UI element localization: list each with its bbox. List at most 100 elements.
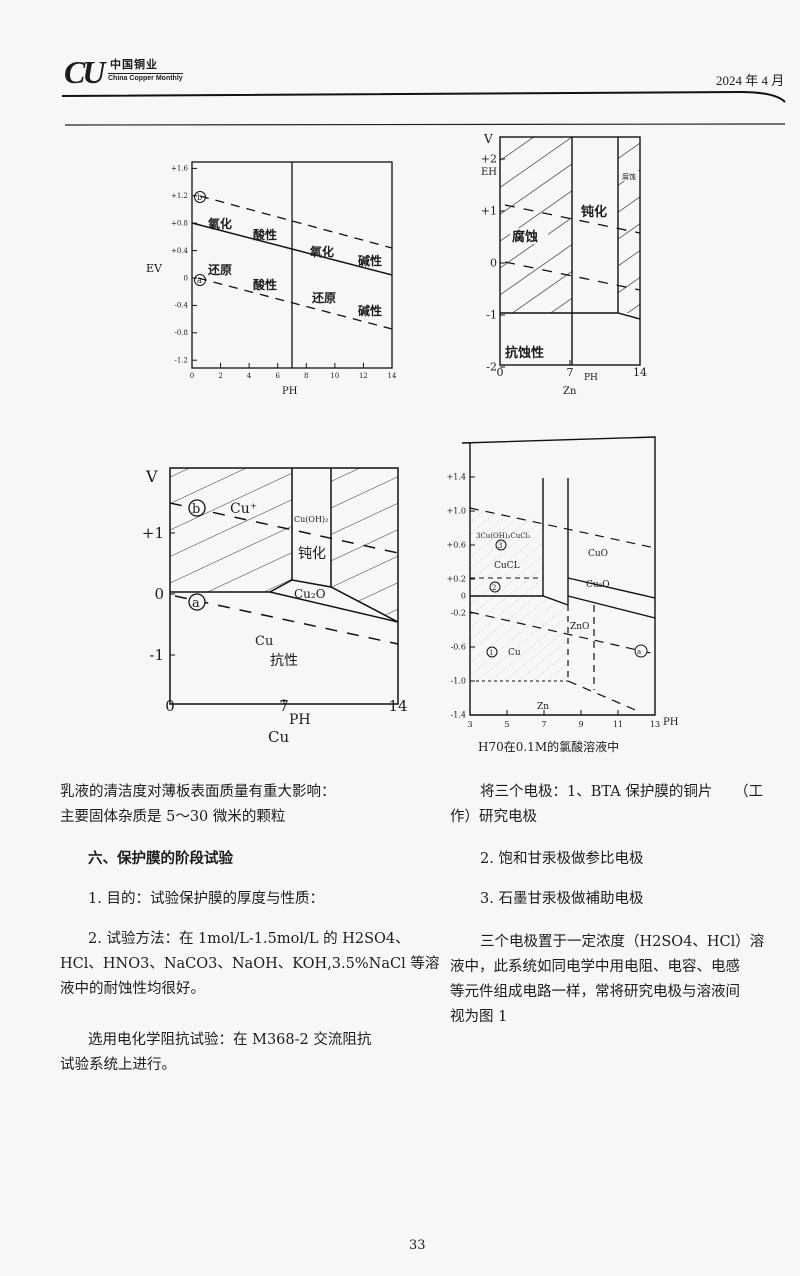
marker-a: a xyxy=(197,276,202,285)
label-passivation: 钝化 xyxy=(298,546,326,562)
paragraph: 将三个电极：1、BTA 保护膜的铜片 （工 作）研究电极 xyxy=(450,780,763,830)
y-tick-label: +0.6 xyxy=(447,541,466,550)
x-tick-label: 9 xyxy=(578,720,583,729)
text-line: 等元件组成电路一样，常将研究电极与溶液间 xyxy=(450,984,740,1000)
paragraph: 2. 饱和甘汞极做参比电极 xyxy=(480,847,643,872)
x-tick-label: 7 xyxy=(567,366,574,379)
x-tick-label: 0 xyxy=(190,372,194,380)
y-tick-label: -0.4 xyxy=(175,302,189,310)
section-heading: 六、保护膜的阶段试验 xyxy=(88,847,233,872)
x-tick-label: 4 xyxy=(247,372,252,380)
text-line: 将三个电极：1、BTA 保护膜的铜片 （工 xyxy=(480,784,764,800)
y-tick-label: 0 xyxy=(490,257,497,270)
y-tick-label: +1 xyxy=(142,524,164,542)
x-tick-label: 11 xyxy=(613,720,623,729)
label-passivation: 钝化 xyxy=(581,204,607,220)
element-label: Cu xyxy=(268,728,289,746)
header-rule-secondary xyxy=(64,123,786,126)
figure-2-zinc-pourbaix-diagram: 腐蚀 钝化 腐蚀 抗蚀性 V EH PH Zn +2+10-1-2 0 7 14 xyxy=(481,132,647,397)
label-cu: Cu xyxy=(508,648,521,658)
y-axis-label: EV xyxy=(146,262,163,275)
figure-4-h70-pourbaix-diagram: 3 2 1 a 3Cu(OH)₂CuCl₂ CuCL Cu CuO Cu₂O Z… xyxy=(447,436,679,754)
label-basic: 碱性 xyxy=(358,253,382,268)
region-3-marker: 3 xyxy=(498,542,502,550)
text-line: 液中的耐蚀性均很好。 xyxy=(60,981,205,997)
x-tick-label: 5 xyxy=(504,720,509,729)
y-tick-label: +1.0 xyxy=(447,507,466,516)
paragraph: 3. 石墨甘汞极做補助电极 xyxy=(480,887,643,912)
heading-text: 六、保护膜的阶段试验 xyxy=(88,850,233,867)
y-tick-label: -1 xyxy=(149,646,164,664)
y-tick-label: -2 xyxy=(486,361,497,374)
label-zn: Zn xyxy=(537,702,549,712)
paragraph: 三个电极置于一定浓度（H2SO4、HCl）溶 液中，此系统如同电学中用电阻、电容… xyxy=(450,930,764,1030)
label-cu2o: Cu₂O xyxy=(586,580,610,590)
label-basic: 碱性 xyxy=(358,303,382,318)
y-tick-label: +1.6 xyxy=(171,165,189,173)
label-cucl: CuCL xyxy=(494,561,520,571)
y-tick-label: 0 xyxy=(461,592,466,601)
y-tick-label: -1.2 xyxy=(175,357,189,365)
y-tick-label: +1.4 xyxy=(447,473,466,482)
text-line: 视为图 1 xyxy=(450,1009,508,1025)
label-cu2o: Cu₂O xyxy=(294,587,326,601)
text-line: 作）研究电极 xyxy=(450,809,537,825)
header-rule xyxy=(61,90,786,103)
figure-1-ph-potential-diagram: b a 氧化 酸性 氧化 碱性 还原 酸性 还原 碱性 EV PH +1.6 +1… xyxy=(146,161,397,397)
x-tick-label: 7 xyxy=(279,697,289,715)
x-tick-label: 14 xyxy=(633,366,647,379)
y-tick-label: 0 xyxy=(154,585,164,603)
y-tick-label: +0.2 xyxy=(447,575,466,584)
label-cu-ion: Cu⁺ xyxy=(230,501,257,517)
x-tick-label: 14 xyxy=(388,372,397,380)
text-line: 3. 石墨甘汞极做補助电极 xyxy=(480,891,644,907)
marker-a: a xyxy=(192,596,200,611)
label-cu: Cu xyxy=(255,634,273,649)
x-tick-label: 0 xyxy=(497,366,504,379)
region-2-marker: 2 xyxy=(492,584,496,592)
paragraph: 选用电化学阻抗试验：在 M368-2 交流阻抗 试验系统上进行。 xyxy=(60,1028,371,1078)
element-label: Zn xyxy=(563,386,577,397)
label-acidic: 酸性 xyxy=(253,227,277,242)
page-number: 33 xyxy=(409,1238,426,1253)
x-tick-label: 2 xyxy=(218,372,222,380)
text-line: 试验系统上进行。 xyxy=(60,1057,176,1073)
y-tick-label: +0.4 xyxy=(171,247,189,255)
y-axis-label: V xyxy=(145,467,158,486)
x-axis-label: PH xyxy=(289,712,311,728)
label-cu-oh2: Cu(OH)₂ xyxy=(294,515,328,524)
y-tick-label: +1 xyxy=(481,205,497,218)
paragraph: 2. 试验方法：在 1mol/L-1.5mol/L 的 H2SO4、 HCl、H… xyxy=(60,927,439,1002)
label-oxidation: 氧化 xyxy=(207,216,232,231)
x-tick-label: 6 xyxy=(275,372,280,380)
y-tick-label: 0 xyxy=(184,274,188,282)
text-line: 液中，此系统如同电学中用电阻、电容、电感 xyxy=(450,959,740,975)
label-zno: ZnO xyxy=(570,622,589,632)
label-immunity: 抗蚀性 xyxy=(505,345,544,361)
text-line: 1. 目的：试验保护膜的厚度与性质： xyxy=(88,891,324,907)
y-tick-label: -0.6 xyxy=(451,643,466,652)
x-tick-label: 0 xyxy=(165,697,175,715)
x-tick-label: 14 xyxy=(388,697,407,715)
marker-b: b xyxy=(192,502,200,517)
x-tick-label: 13 xyxy=(650,720,660,729)
y-tick-label: +0.8 xyxy=(171,220,188,228)
text-line: 主要固体杂质是 5～30 微米的颗粒 xyxy=(60,809,286,825)
x-tick-label: 8 xyxy=(304,372,308,380)
x-tick-label: 7 xyxy=(541,720,546,729)
y-tick-label: -0.2 xyxy=(451,609,466,618)
x-axis-label: PH xyxy=(663,717,679,728)
text-line: 2. 试验方法：在 1mol/L-1.5mol/L 的 H2SO4、 xyxy=(88,931,410,947)
y-tick-label: -1.4 xyxy=(451,711,466,720)
text-line: 乳液的清洁度对薄板表面质量有重大影响： xyxy=(60,784,336,800)
x-tick-label: 3 xyxy=(467,720,472,729)
paragraph: 1. 目的：试验保护膜的厚度与性质： xyxy=(88,887,324,912)
label-reduction: 还原 xyxy=(207,262,232,277)
y-tick-label: -1.0 xyxy=(451,677,466,686)
paragraph: 乳液的清洁度对薄板表面质量有重大影响： 主要固体杂质是 5～30 微米的颗粒 xyxy=(60,780,336,830)
label-corrosion: 腐蚀 xyxy=(512,229,538,245)
region-1-marker: 1 xyxy=(489,649,493,657)
figure-3-copper-pourbaix-diagram: b a Cu⁺ Cu(OH)₂ 钝化 Cu₂O Cu 抗性 V PH Cu +1… xyxy=(142,467,408,746)
x-axis-label: PH xyxy=(584,373,598,383)
